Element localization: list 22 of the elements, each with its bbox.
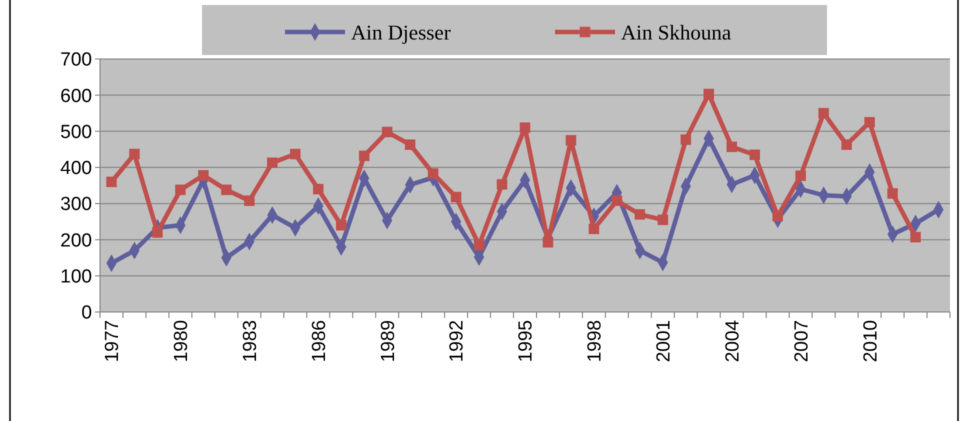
x-tick-label: 1986 xyxy=(308,320,330,362)
x-tick-label: 2001 xyxy=(653,320,674,362)
x-tick-label: 1995 xyxy=(516,320,537,362)
x-tick-label: 1989 xyxy=(378,320,399,362)
y-tick-label: 600 xyxy=(60,86,92,107)
x-tick-label: 2010 xyxy=(860,320,882,362)
legend-label: Ain Djesser xyxy=(351,20,451,44)
y-tick-label: 500 xyxy=(60,122,92,143)
x-tick-label: 1983 xyxy=(240,320,261,362)
x-tick-label: 1980 xyxy=(171,320,192,362)
y-tick-label: 100 xyxy=(60,266,92,288)
x-tick-label: 1977 xyxy=(102,320,124,362)
x-tick-label: 1992 xyxy=(446,320,468,362)
legend-label: Ain Skhouna xyxy=(621,20,732,44)
y-tick-label: 0 xyxy=(81,302,92,324)
y-tick-label: 200 xyxy=(60,230,92,252)
x-tick-label: 1998 xyxy=(584,320,606,362)
x-tick-label: 2007 xyxy=(791,320,812,362)
y-tick-label: 700 xyxy=(60,50,92,71)
y-tick-label: 400 xyxy=(60,158,92,180)
y-tick-label: 300 xyxy=(60,194,92,216)
x-tick-label: 2004 xyxy=(722,320,744,362)
